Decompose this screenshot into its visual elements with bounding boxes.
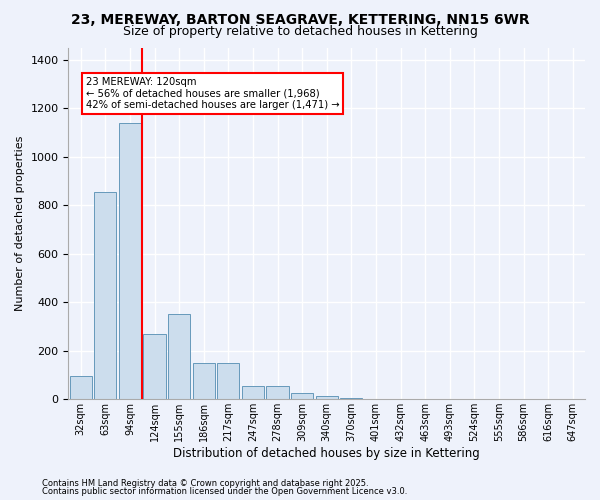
Bar	[143, 334, 166, 399]
Text: Contains public sector information licensed under the Open Government Licence v3: Contains public sector information licen…	[42, 487, 407, 496]
Text: Contains HM Land Registry data © Crown copyright and database right 2025.: Contains HM Land Registry data © Crown c…	[42, 479, 368, 488]
Bar	[291, 393, 313, 399]
Text: 23 MEREWAY: 120sqm
← 56% of detached houses are smaller (1,968)
42% of semi-deta: 23 MEREWAY: 120sqm ← 56% of detached hou…	[86, 76, 339, 110]
Bar	[119, 122, 141, 399]
Bar	[168, 314, 190, 399]
Bar	[340, 398, 362, 399]
Y-axis label: Number of detached properties: Number of detached properties	[15, 136, 25, 311]
Bar	[94, 192, 116, 399]
Bar	[316, 396, 338, 399]
Text: Size of property relative to detached houses in Kettering: Size of property relative to detached ho…	[122, 25, 478, 38]
Bar	[242, 386, 264, 399]
X-axis label: Distribution of detached houses by size in Kettering: Distribution of detached houses by size …	[173, 447, 480, 460]
Text: 23, MEREWAY, BARTON SEAGRAVE, KETTERING, NN15 6WR: 23, MEREWAY, BARTON SEAGRAVE, KETTERING,…	[71, 12, 529, 26]
Bar	[193, 363, 215, 399]
Bar	[217, 363, 239, 399]
Bar	[266, 386, 289, 399]
Bar	[70, 376, 92, 399]
